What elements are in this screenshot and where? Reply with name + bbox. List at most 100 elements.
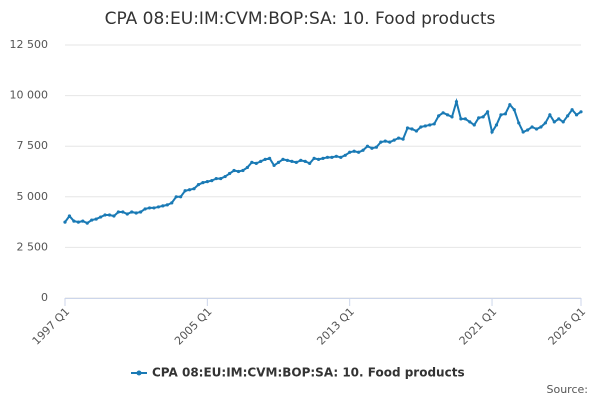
- y-tick-label: 2 500: [17, 240, 49, 253]
- data-point: [285, 158, 290, 162]
- data-point: [472, 123, 476, 127]
- data-point: [454, 100, 459, 104]
- data-point: [139, 210, 143, 214]
- legend-marker: [136, 370, 142, 376]
- data-point: [321, 156, 325, 160]
- data-point: [548, 113, 552, 117]
- data-point: [72, 219, 76, 223]
- data-point: [121, 210, 125, 214]
- source: Source:: [547, 383, 589, 396]
- data-point: [312, 156, 316, 160]
- data-point: [499, 113, 503, 117]
- y-tick-label: 10 000: [10, 89, 49, 102]
- data-point: [308, 161, 312, 166]
- data-point: [450, 115, 454, 119]
- data-point: [339, 155, 343, 159]
- data-point: [152, 206, 156, 210]
- data-point: [236, 169, 241, 174]
- data-point: [161, 204, 165, 208]
- data-point: [383, 139, 387, 143]
- data-point: [414, 129, 419, 133]
- data-point: [557, 117, 561, 121]
- data-point: [165, 203, 169, 207]
- data-point: [170, 201, 174, 205]
- data-point: [299, 158, 303, 162]
- data-point: [245, 165, 249, 170]
- data-point: [116, 210, 120, 214]
- data-point: [361, 148, 365, 152]
- data-point: [374, 145, 378, 149]
- data-point: [343, 153, 347, 157]
- data-point: [290, 159, 294, 163]
- data-point: [570, 108, 574, 112]
- data-point: [125, 212, 129, 216]
- y-tick-label: 5 000: [17, 190, 49, 203]
- data-point: [223, 174, 227, 179]
- data-point: [517, 121, 521, 125]
- data-point: [196, 183, 201, 187]
- data-point: [90, 218, 94, 222]
- chart-title: CPA 08:EU:IM:CVM:BOP:SA: 10. Food produc…: [105, 9, 496, 29]
- data-point: [107, 213, 112, 217]
- data-point: [268, 156, 272, 160]
- data-point: [76, 220, 80, 224]
- data-point: [103, 213, 107, 217]
- data-point: [259, 159, 263, 163]
- data-point: [214, 176, 218, 181]
- x-tick-label: 2021 Q1: [457, 305, 500, 348]
- data-point: [477, 116, 481, 120]
- data-point: [316, 157, 321, 161]
- data-point: [205, 180, 209, 184]
- data-point: [263, 157, 267, 161]
- data-point: [490, 130, 494, 134]
- data-point: [508, 103, 512, 107]
- data-point: [85, 221, 89, 225]
- data-point: [325, 155, 330, 159]
- data-point: [503, 112, 507, 116]
- data-point: [392, 138, 396, 142]
- y-tick-label: 7 500: [17, 139, 49, 152]
- data-point: [423, 124, 427, 128]
- y-tick-label: 0: [41, 291, 48, 304]
- data-point: [98, 215, 103, 219]
- data-point: [379, 140, 383, 144]
- data-point: [445, 113, 450, 117]
- data-point: [365, 144, 370, 148]
- data-point: [388, 140, 392, 144]
- data-point: [534, 127, 539, 131]
- data-point: [134, 211, 138, 215]
- data-point: [294, 160, 298, 164]
- x-tick-label: 2026 Q1: [546, 305, 589, 348]
- data-point: [579, 110, 583, 114]
- data-point: [459, 117, 463, 121]
- data-point: [419, 125, 423, 129]
- data-point: [552, 120, 556, 124]
- data-point: [370, 146, 374, 150]
- data-point: [156, 205, 161, 209]
- x-tick-label: 1997 Q1: [30, 305, 73, 348]
- data-point: [530, 125, 534, 129]
- data-point: [543, 121, 548, 125]
- data-point: [334, 154, 338, 158]
- data-point: [63, 220, 67, 224]
- data-point: [81, 219, 85, 223]
- data-point: [485, 110, 490, 114]
- data-point: [179, 195, 183, 199]
- data-point: [201, 181, 205, 185]
- data-point: [187, 188, 192, 192]
- data-point: [397, 136, 401, 140]
- data-point: [481, 115, 485, 119]
- data-point: [521, 130, 525, 134]
- data-point: [303, 159, 307, 163]
- data-point: [566, 114, 570, 118]
- data-point: [432, 122, 436, 126]
- data-point: [250, 160, 254, 164]
- data-point: [192, 187, 196, 191]
- data-point: [410, 127, 414, 131]
- data-point: [330, 155, 334, 159]
- data-point: [441, 111, 445, 115]
- data-point: [67, 214, 72, 218]
- data-point: [174, 195, 178, 199]
- data-point: [130, 210, 134, 214]
